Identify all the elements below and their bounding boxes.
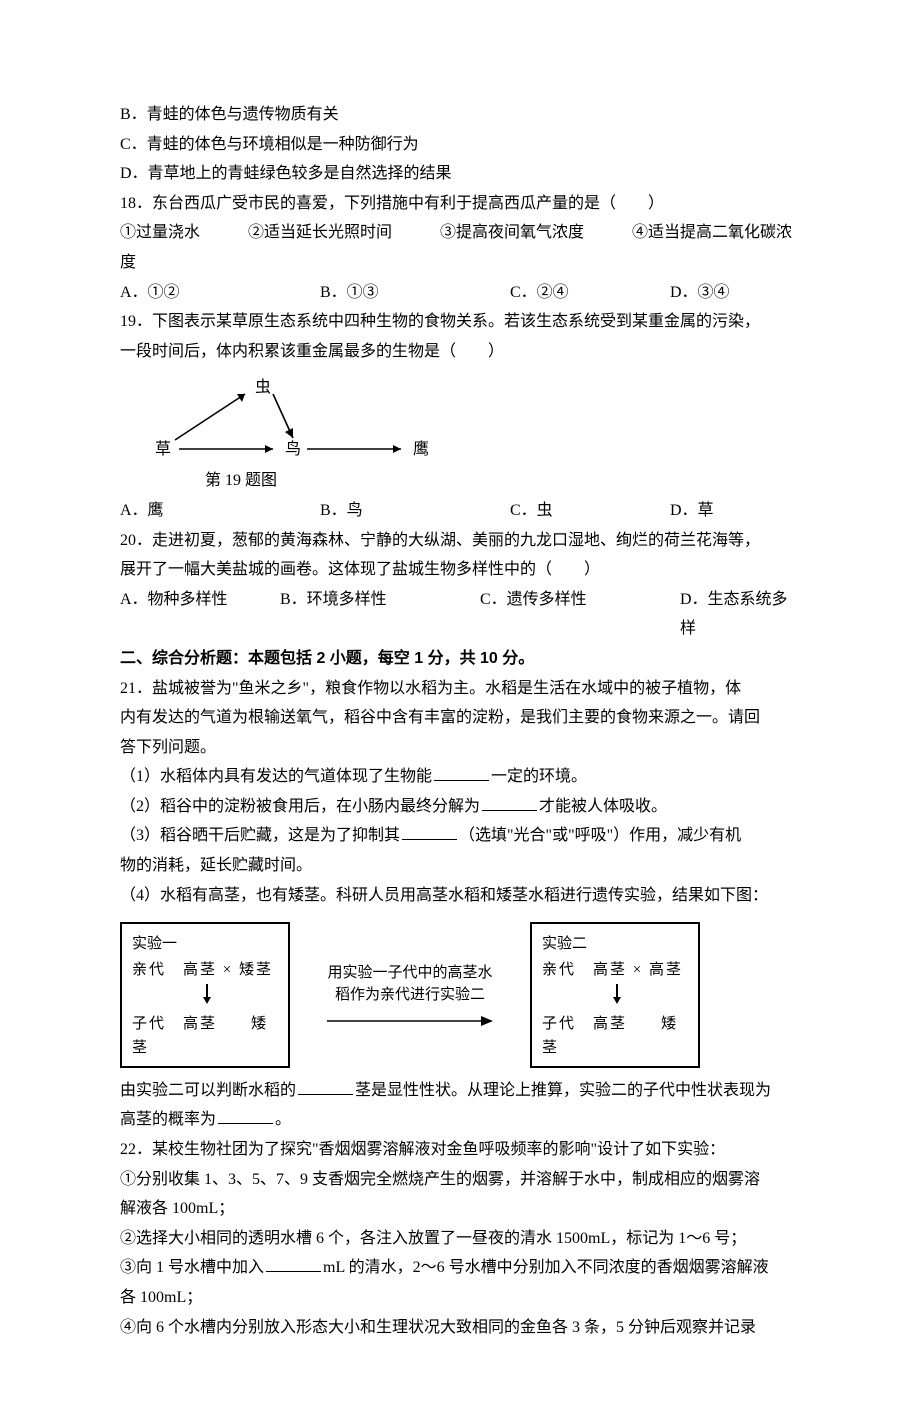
q20-stem1: 20．走进初夏，葱郁的黄海森林、宁静的大纵湖、美丽的九龙口湿地、绚烂的荷兰花海等… xyxy=(120,526,800,556)
q22-s1a: ①分别收集 1、3、5、7、9 支香烟完全燃烧产生的烟雾，并溶解于水中，制成相应… xyxy=(120,1165,800,1195)
q22-s2: ②选择大小相同的透明水槽 6 个，各注入放置了一昼夜的清水 1500mL，标记为… xyxy=(120,1224,800,1254)
node-eagle: 鹰 xyxy=(413,440,429,458)
q19-abcd: A．鹰 B．鸟 C．虫 D．草 xyxy=(120,496,800,526)
exp1-parents: 亲代 高茎 × 矮茎 xyxy=(132,958,282,982)
exp2-box: 实验二 亲代 高茎 × 高茎 子代 高茎 矮茎 xyxy=(530,922,700,1068)
q22-stem: 22．某校生物社团为了探究"香烟烟雾溶解液对金鱼呼吸频率的影响"设计了如下实验： xyxy=(120,1135,800,1165)
q19-a: A．鹰 xyxy=(120,496,320,526)
q21-p3b: （选填"光合"或"呼吸"）作用，减少有机 xyxy=(459,827,741,844)
q21-tail2b: 。 xyxy=(275,1111,291,1128)
q21-stem2: 内有发达的气道为根输送氧气，稻谷中含有丰富的淀粉，是我们主要的食物来源之一。请回 xyxy=(120,703,800,733)
exp2-title: 实验二 xyxy=(542,932,692,956)
q21-p1a: （1）水稻体内具有发达的气道体现了生物能 xyxy=(120,768,432,785)
node-insect: 虫 xyxy=(255,378,271,396)
q21-experiment-diagram: 实验一 亲代 高茎 × 矮茎 子代 高茎 矮茎 用实验一子代中的高茎水 稻作为亲… xyxy=(120,922,800,1068)
q18-abcd: A．①② B．①③ C．②④ D．③④ xyxy=(120,278,800,308)
q20-d: D．生态系统多样 xyxy=(680,585,800,644)
blank xyxy=(434,764,489,781)
page: B．青蛙的体色与遗传物质有关 C．青蛙的体色与环境相似是一种防御行为 D．青草地… xyxy=(0,0,920,1402)
q20-c: C．遗传多样性 xyxy=(480,585,680,644)
q17-opt-c: C．青蛙的体色与环境相似是一种防御行为 xyxy=(120,130,800,160)
exp2-children: 子代 高茎 矮茎 xyxy=(542,1012,692,1060)
exp-middle: 用实验一子代中的高茎水 稻作为亲代进行实验二 xyxy=(320,962,500,1029)
q21-p2b: 才能被人体吸收。 xyxy=(539,798,667,815)
q21-p3l1: （3）稻谷晒干后贮藏，这是为了抑制其 （选填"光合"或"呼吸"）作用，减少有机 xyxy=(120,821,800,851)
q18-opts-line: ①过量浇水 ②适当延长光照时间 ③提高夜间氧气浓度 ④适当提高二氧化碳浓度 xyxy=(120,218,800,277)
exp1-box: 实验一 亲代 高茎 × 矮茎 子代 高茎 矮茎 xyxy=(120,922,290,1068)
q21-p3l2: 物的消耗，延长贮藏时间。 xyxy=(120,851,800,881)
exp1-title: 实验一 xyxy=(132,932,282,956)
q18-c: C．②④ xyxy=(510,278,670,308)
q21-p1: （1）水稻体内具有发达的气道体现了生物能 一定的环境。 xyxy=(120,762,800,792)
q21-p3a: （3）稻谷晒干后贮藏，这是为了抑制其 xyxy=(120,827,400,844)
exp2-parents: 亲代 高茎 × 高茎 xyxy=(542,958,692,982)
q22-s3: ③向 1 号水槽中加入 mL 的清水，2～6 号水槽中分别加入不同浓度的香烟烟雾溶… xyxy=(120,1253,800,1283)
blank xyxy=(298,1078,353,1095)
q19-caption: 第 19 题图 xyxy=(205,466,800,496)
q21-stem3: 答下列问题。 xyxy=(120,733,800,763)
q20-a: A．物种多样性 xyxy=(120,585,280,644)
section2-heading: 二、综合分析题：本题包括 2 小题，每空 1 分，共 10 分。 xyxy=(120,644,800,674)
q22-s3c: 各 100mL； xyxy=(120,1283,800,1313)
q18-b: B．①③ xyxy=(320,278,510,308)
exp1-children: 子代 高茎 矮茎 xyxy=(132,1012,282,1060)
q22-s1b: 解液各 100mL； xyxy=(120,1194,800,1224)
q21-tail1a: 由实验二可以判断水稻的 xyxy=(120,1082,296,1099)
q18-d: D．③④ xyxy=(670,278,800,308)
q19-d: D．草 xyxy=(670,496,800,526)
exp-mid1: 用实验一子代中的高茎水 xyxy=(320,962,500,985)
q19-stem2: 一段时间后，体内积累该重金属最多的生物是（ ） xyxy=(120,337,800,367)
q20-b: B．环境多样性 xyxy=(280,585,480,644)
q21-tail2a: 高茎的概率为 xyxy=(120,1111,216,1128)
q22-s4: ④向 6 个水槽内分别放入形态大小和生理状况大致相同的金鱼各 3 条，5 分钟后… xyxy=(120,1313,800,1343)
blank xyxy=(218,1107,273,1124)
blank xyxy=(402,823,457,840)
exp-mid2: 稻作为亲代进行实验二 xyxy=(320,984,500,1007)
q21-p4: （4）水稻有高茎，也有矮茎。科研人员用高茎水稻和矮茎水稻进行遗传实验，结果如下图… xyxy=(120,881,800,911)
down-arrow-icon xyxy=(542,982,692,1012)
node-bird: 鸟 xyxy=(285,440,301,458)
q18-a: A．①② xyxy=(120,278,320,308)
q21-tail2: 高茎的概率为 。 xyxy=(120,1105,800,1135)
q21-p2a: （2）稻谷中的淀粉被食用后，在小肠内最终分解为 xyxy=(120,798,480,815)
node-grass: 草 xyxy=(155,440,171,458)
blank xyxy=(482,794,537,811)
q22-s3a: ③向 1 号水槽中加入 xyxy=(120,1259,264,1276)
q17-opt-d: D．青草地上的青蛙绿色较多是自然选择的结果 xyxy=(120,159,800,189)
q19-diagram: 虫 草 鸟 鹰 第 19 题图 xyxy=(145,376,800,496)
q21-stem1: 21．盐城被誉为"鱼米之乡"，粮食作物以水稻为主。水稻是生活在水域中的被子植物，… xyxy=(120,674,800,704)
q19-c: C．虫 xyxy=(510,496,670,526)
q22-s3b: mL 的清水，2～6 号水槽中分别加入不同浓度的香烟烟雾溶解液 xyxy=(323,1259,769,1276)
q19-b: B．鸟 xyxy=(320,496,510,526)
q18-stem: 18．东台西瓜广受市民的喜爱，下列措施中有利于提高西瓜产量的是（ ） xyxy=(120,189,800,219)
right-arrow-icon xyxy=(325,1013,495,1029)
q20-stem2: 展开了一幅大美盐城的画卷。这体现了盐城生物多样性中的（ ） xyxy=(120,555,800,585)
q21-p2: （2）稻谷中的淀粉被食用后，在小肠内最终分解为 才能被人体吸收。 xyxy=(120,792,800,822)
q19-stem1: 19．下图表示某草原生态系统中四种生物的食物关系。若该生态系统受到某重金属的污染… xyxy=(120,307,800,337)
blank xyxy=(266,1255,321,1272)
q21-tail1b: 茎是显性性状。从理论上推算，实验二的子代中性状表现为 xyxy=(355,1082,771,1099)
q21-tail1: 由实验二可以判断水稻的 茎是显性性状。从理论上推算，实验二的子代中性状表现为 xyxy=(120,1076,800,1106)
q21-p1b: 一定的环境。 xyxy=(491,768,587,785)
q17-opt-b: B．青蛙的体色与遗传物质有关 xyxy=(120,100,800,130)
q20-abcd: A．物种多样性 B．环境多样性 C．遗传多样性 D．生态系统多样 xyxy=(120,585,800,644)
down-arrow-icon xyxy=(132,982,282,1012)
